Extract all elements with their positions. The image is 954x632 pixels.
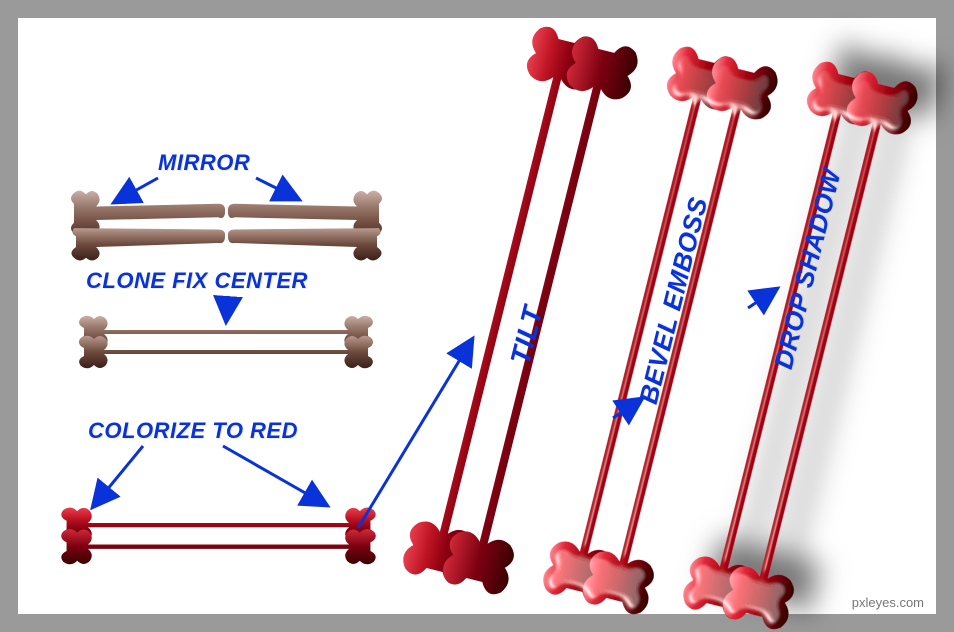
- colorize-bone: [61, 508, 375, 565]
- label-mirror: MIRROR: [158, 150, 250, 176]
- watermark: pxleyes.com: [852, 595, 924, 610]
- mirror-bone-left: [71, 191, 225, 261]
- canvas: MIRROR CLONE FIX CENTER COLORIZE TO RED …: [18, 18, 936, 614]
- label-clone-fix: CLONE FIX CENTER: [86, 268, 308, 294]
- label-colorize: COLORIZE TO RED: [88, 418, 298, 444]
- clone-fix-bone: [79, 316, 373, 369]
- mirror-bone-right: [228, 191, 382, 261]
